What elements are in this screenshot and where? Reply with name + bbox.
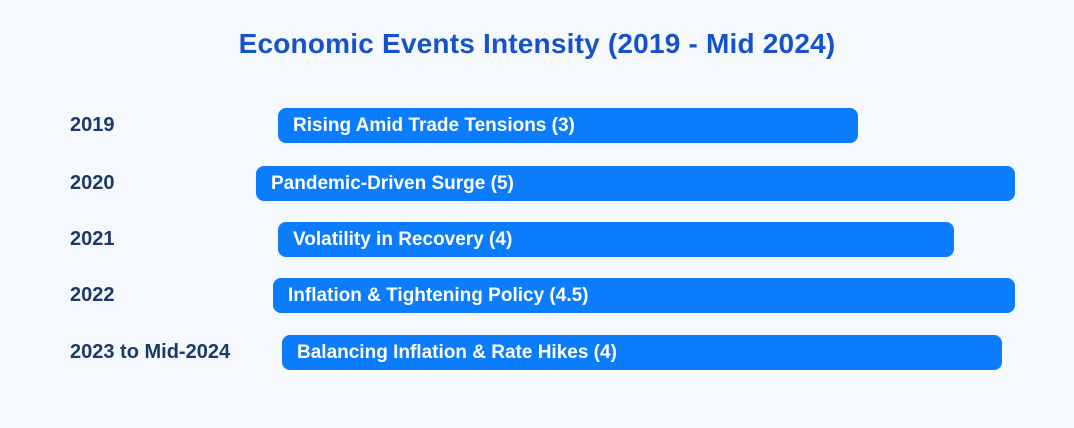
- bar-label: Volatility in Recovery (4): [293, 228, 513, 250]
- year-label: 2022: [70, 284, 115, 306]
- year-label: 2020: [70, 172, 115, 194]
- bar-label: Rising Amid Trade Tensions (3): [293, 114, 575, 136]
- chart-row: 2021 Volatility in Recovery (4): [0, 222, 1074, 257]
- intensity-bar: Pandemic-Driven Surge (5): [256, 166, 1015, 201]
- intensity-bar: Volatility in Recovery (4): [278, 222, 954, 257]
- year-label: 2019: [70, 114, 115, 136]
- year-label: 2021: [70, 228, 115, 250]
- intensity-bar: Inflation & Tightening Policy (4.5): [273, 278, 1015, 313]
- chart-row: 2023 to Mid-2024 Balancing Inflation & R…: [0, 335, 1074, 370]
- chart-row: 2019 Rising Amid Trade Tensions (3): [0, 108, 1074, 143]
- bar-label: Balancing Inflation & Rate Hikes (4): [297, 341, 617, 363]
- chart-row: 2022 Inflation & Tightening Policy (4.5): [0, 278, 1074, 313]
- chart-row: 2020 Pandemic-Driven Surge (5): [0, 166, 1074, 201]
- bar-label: Pandemic-Driven Surge (5): [271, 172, 514, 194]
- chart-title: Economic Events Intensity (2019 - Mid 20…: [238, 28, 836, 59]
- year-label: 2023 to Mid-2024: [70, 341, 231, 363]
- intensity-bar: Balancing Inflation & Rate Hikes (4): [282, 335, 1002, 370]
- bar-label: Inflation & Tightening Policy (4.5): [288, 284, 589, 306]
- intensity-bar: Rising Amid Trade Tensions (3): [278, 108, 858, 143]
